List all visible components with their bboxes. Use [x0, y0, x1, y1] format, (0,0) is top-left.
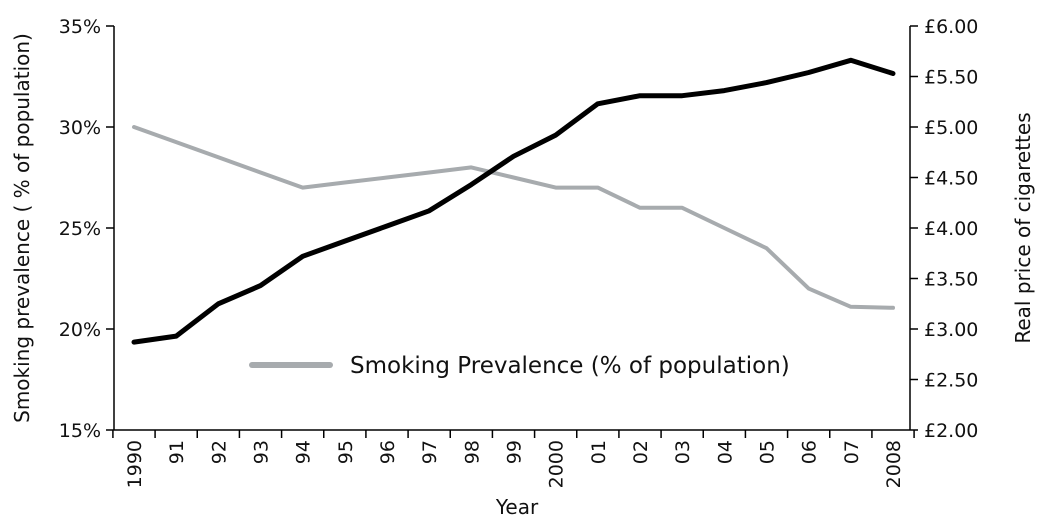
- x-tick-label: 07: [841, 440, 863, 464]
- x-tick-label: 99: [504, 440, 526, 464]
- legend-label-prevalence: Smoking Prevalence (% of population): [350, 353, 790, 379]
- left-y-axis: 15% 20% 25% 30% 35%: [59, 16, 114, 442]
- x-tick-label: 96: [377, 440, 399, 464]
- left-tick-label: 20%: [59, 319, 101, 341]
- x-tick-label: 91: [166, 440, 188, 464]
- x-tick-label: 03: [672, 440, 694, 464]
- left-tick-label: 25%: [59, 218, 101, 240]
- x-tick-label: 04: [714, 440, 736, 464]
- left-tick-label: 30%: [59, 117, 101, 139]
- right-y-axis: £2.00 £2.50 £3.00 £3.50 £4.00 £4.50 £5.00 £5.50…: [910, 16, 978, 442]
- x-tick-label: 05: [757, 440, 779, 464]
- right-tick-label: £2.00: [924, 420, 978, 442]
- x-tick-label: 95: [335, 440, 357, 464]
- right-tick-label: £4.50: [924, 168, 978, 190]
- x-tick-label: 97: [419, 440, 441, 464]
- x-tick-label: 98: [461, 440, 483, 464]
- legend: Smoking Prevalence (% of population): [252, 353, 790, 379]
- right-tick-label: £5.50: [924, 67, 978, 89]
- series-line-cigarette-price: [134, 60, 893, 342]
- left-axis-title: Smoking prevalence ( % of population): [10, 33, 34, 423]
- x-tick-label: 02: [630, 440, 652, 464]
- x-tick-label: 2000: [546, 440, 568, 488]
- right-tick-label: £6.00: [924, 16, 978, 38]
- right-tick-label: £3.50: [924, 269, 978, 291]
- left-tick-label: 15%: [59, 420, 101, 442]
- x-tick-label: 1990: [124, 440, 146, 488]
- x-axis-title: Year: [495, 495, 539, 518]
- x-axis: 1990 91 92 93 94 95 96 97 98 99 2000 01 02 03 04 05 06 07…: [113, 430, 914, 488]
- right-tick-label: £2.50: [924, 370, 978, 392]
- left-tick-label: 35%: [59, 16, 101, 38]
- x-tick-label: 06: [799, 440, 821, 464]
- x-tick-label: 92: [208, 440, 230, 464]
- x-tick-label: 2008: [883, 440, 905, 488]
- right-axis-title: Real price of cigarettes: [1011, 112, 1035, 343]
- right-tick-label: £3.00: [924, 319, 978, 341]
- x-tick-label: 01: [588, 440, 610, 464]
- x-tick-label: 93: [251, 440, 273, 464]
- right-tick-label: £4.00: [924, 218, 978, 240]
- x-tick-label: 94: [293, 440, 315, 464]
- right-tick-label: £5.00: [924, 117, 978, 139]
